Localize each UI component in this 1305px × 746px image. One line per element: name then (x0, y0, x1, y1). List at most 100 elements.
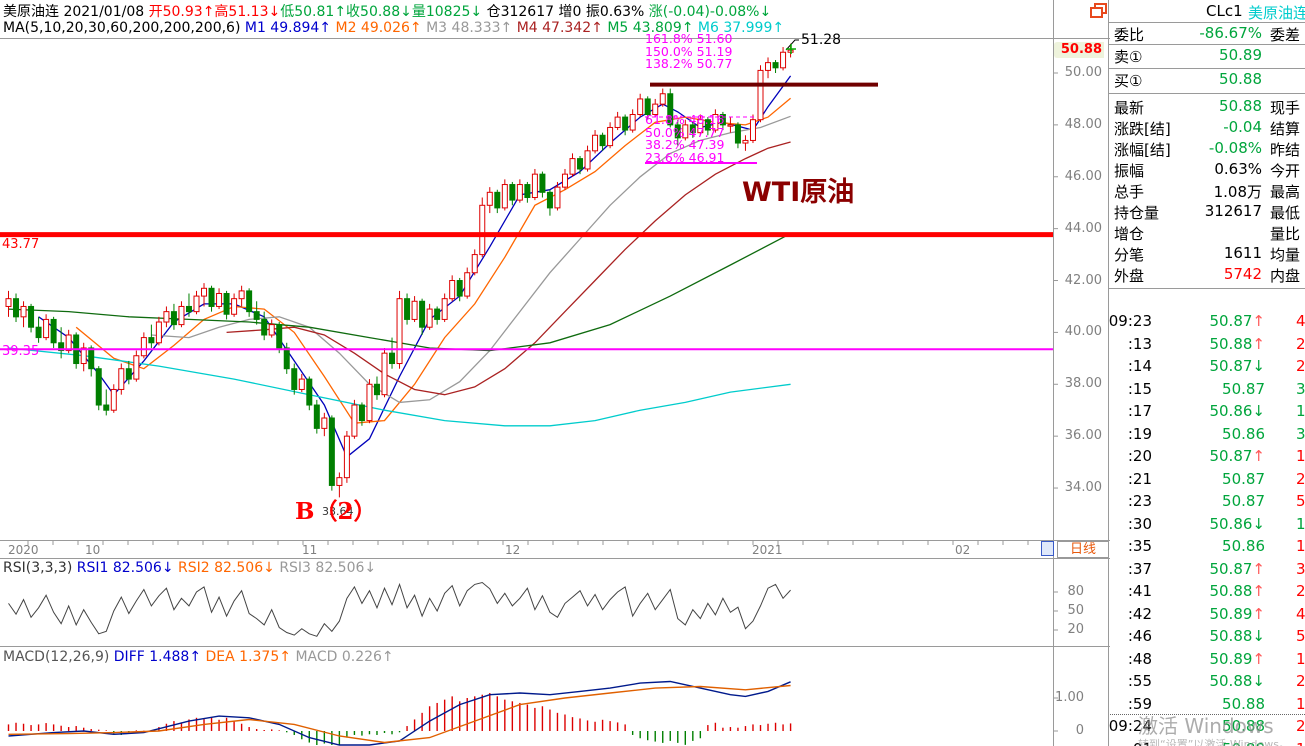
quote-row: 最新 50.88 现手 (1108, 97, 1305, 118)
instrument-title: CLc1 美原油连 (1108, 0, 1305, 22)
panel-border (1108, 0, 1109, 746)
text-token: 振0.63% (585, 4, 649, 20)
tick-price: 50.86↓ (1209, 514, 1265, 533)
tick-arrow-icon: ↑ (1252, 312, 1265, 330)
text-token: M5 43.809↑ (607, 20, 698, 36)
quote-value: -0.04 (1223, 118, 1262, 136)
tick-row[interactable]: 09:23 50.87↑ 4 (1086, 312, 1305, 334)
quote-row: 总手 1.08万 最高 (1108, 181, 1305, 202)
tick-volume: 2 (1296, 334, 1305, 353)
panel-divider (1108, 93, 1305, 94)
tick-row[interactable]: :20 50.87↑ 1 (1086, 447, 1305, 469)
low-price-label: 33.64 (322, 505, 354, 518)
tick-price: 50.88 (1160, 740, 1265, 746)
tick-row[interactable]: 09:24 50.88 2 (1086, 717, 1305, 739)
tick-price: 50.88↑ (1209, 582, 1265, 600)
tick-time: :13 (1127, 334, 1152, 353)
x-axis-label: 11 (302, 543, 318, 557)
quote-value: 1611 (1223, 244, 1262, 262)
tick-row[interactable]: :30 50.86↓ 1 (1086, 515, 1305, 537)
axis-tick-label: 20 (1067, 621, 1084, 637)
axis-tick-label: 50.00 (1064, 65, 1102, 80)
main-chart-canvas[interactable] (0, 0, 1110, 746)
quote-value: 5742 (1223, 265, 1262, 283)
tick-price: 50.87↑ (1209, 559, 1265, 578)
axis-tick-label: 42.00 (1064, 272, 1102, 288)
tick-row[interactable]: :41 50.88↑ 2 (1086, 582, 1305, 604)
tick-row[interactable]: :35 50.86 1 (1086, 537, 1305, 559)
quote-value: 50.88 (1219, 70, 1262, 88)
tick-row[interactable]: :17 50.86↓ 1 (1086, 402, 1305, 424)
tick-row[interactable]: :14 50.87↓ 2 (1086, 357, 1305, 379)
quote-label2: 委差 (1270, 26, 1301, 44)
text-token: DEA 1.375↑ (205, 649, 296, 665)
tick-volume: 1 (1296, 447, 1305, 465)
tick-row[interactable]: :01 50.88 1 (1086, 740, 1305, 746)
tick-volume: 5 (1296, 492, 1305, 510)
tick-list-separator (1110, 714, 1305, 715)
instrument-name: 美原油连 (1248, 4, 1305, 22)
quote-label: 最新 (1114, 99, 1145, 117)
quote-row: 持仓量 312617 最低 (1108, 202, 1305, 223)
quote-value: 50.89 (1219, 46, 1262, 64)
last-price-tag: 50.88 (1054, 42, 1104, 58)
tick-row[interactable]: :48 50.89↑ 1 (1086, 650, 1305, 672)
tick-row[interactable]: :42 50.89↑ 4 (1086, 605, 1305, 627)
tick-time: :46 (1127, 627, 1152, 645)
tick-row[interactable]: :23 50.87 5 (1086, 492, 1305, 514)
text-token: 开50.93↑ (148, 4, 215, 20)
text-token: 低50.81↑ (280, 4, 347, 20)
tick-row[interactable]: :19 50.86 3 (1086, 425, 1305, 447)
tick-row[interactable]: :55 50.88↓ 2 (1086, 672, 1305, 694)
quote-row: 增仓 量比 (1108, 223, 1305, 244)
tick-row[interactable]: :13 50.88↑ 2 (1086, 335, 1305, 357)
tick-volume: 2 (1296, 582, 1305, 600)
tick-price: 50.87↑ (1209, 447, 1265, 465)
text-token: MA(5,10,20,30,60,200,200,200,6) (3, 20, 245, 36)
tick-arrow-icon: ↑ (1252, 447, 1265, 465)
quote-label: 总手 (1114, 183, 1145, 201)
quote-label2: 现手 (1270, 99, 1301, 117)
chart-header-line1: 美原油连 2021/01/08 开50.93↑高51.13↓低50.81↑收50… (3, 1, 771, 21)
tick-price: 50.88↑ (1209, 334, 1265, 353)
tick-price: 50.88 (1222, 717, 1265, 735)
text-token: DIFF 1.488↑ (113, 649, 206, 665)
panel-divider (1108, 44, 1305, 45)
axis-tick-label: 36.00 (1064, 428, 1102, 444)
chart-scrollbar-thumb[interactable] (1041, 541, 1054, 556)
axis-tick-label: 38.00 (1064, 376, 1102, 392)
period-selector[interactable]: 日线 (1057, 541, 1109, 558)
macd-top-border (0, 646, 1110, 647)
fib-label: 38.2% 47.39 (645, 137, 725, 152)
tick-time: :35 (1127, 537, 1152, 555)
tick-time: :15 (1127, 379, 1152, 398)
tick-time: :20 (1127, 447, 1152, 465)
tick-time: :30 (1127, 514, 1152, 533)
text-token: 高51.13↓ (214, 4, 281, 20)
tick-time: :01 (1086, 740, 1152, 746)
text-token: RSI(3,3,3) (3, 560, 77, 576)
xaxis-top-border (0, 540, 1110, 541)
restore-window-icon[interactable] (1090, 3, 1108, 18)
quote-label: 增仓 (1114, 225, 1145, 243)
tick-time: :59 (1127, 694, 1152, 713)
tick-arrow-icon: ↓ (1252, 672, 1265, 690)
tick-arrow-icon: ↑ (1252, 604, 1265, 623)
tick-row[interactable]: :59 50.88 1 (1086, 695, 1305, 717)
tick-volume: 3 (1296, 379, 1305, 398)
tick-row[interactable]: :46 50.88↓ 5 (1086, 627, 1305, 649)
tick-price: 50.86 (1222, 537, 1265, 555)
text-token: 增0 (558, 4, 586, 20)
tick-row[interactable]: :37 50.87↑ 3 (1086, 560, 1305, 582)
quote-row: 涨跌[结] -0.04 结算 (1108, 118, 1305, 139)
tick-row[interactable]: :21 50.87 2 (1086, 470, 1305, 492)
fib-label: 161.8% 51.60 (645, 31, 733, 46)
quote-value: -86.67% (1199, 24, 1262, 42)
quote-row: 买① 50.88 (1108, 70, 1305, 91)
tick-row[interactable]: :15 50.87 3 (1086, 380, 1305, 402)
quote-label: 外盘 (1114, 267, 1145, 285)
text-token: 美原油连 (3, 4, 64, 20)
quote-label: 卖① (1114, 48, 1143, 66)
tick-volume: 2 (1296, 717, 1305, 735)
quote-row: 涨幅[结] -0.08% 昨结 (1108, 139, 1305, 160)
